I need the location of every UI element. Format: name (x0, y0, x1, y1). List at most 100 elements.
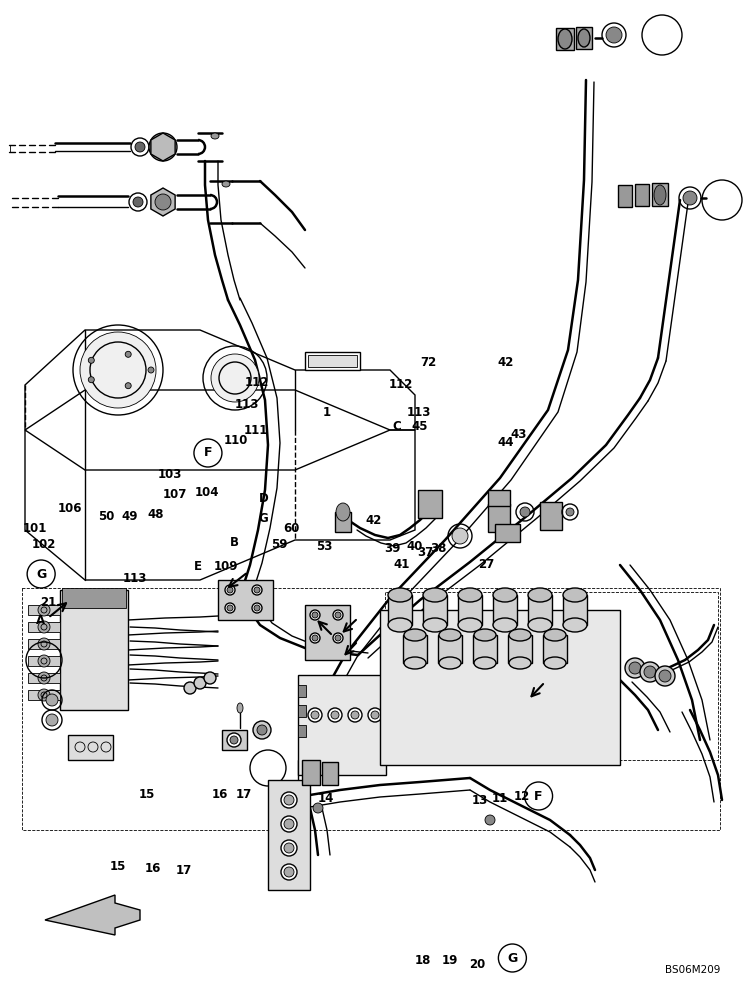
Ellipse shape (211, 133, 219, 139)
Text: G: G (507, 952, 518, 964)
Circle shape (38, 655, 50, 667)
Circle shape (644, 666, 656, 678)
Text: A: A (36, 614, 45, 628)
Circle shape (46, 714, 58, 726)
Circle shape (149, 133, 177, 161)
Circle shape (640, 662, 660, 682)
Text: 16: 16 (212, 788, 228, 802)
Circle shape (312, 612, 318, 618)
Circle shape (452, 528, 468, 544)
Circle shape (284, 795, 294, 805)
Polygon shape (151, 133, 175, 161)
Circle shape (225, 585, 235, 595)
Bar (68, 735, 113, 760)
Bar (62, 588, 126, 608)
Ellipse shape (493, 618, 517, 632)
Circle shape (311, 711, 319, 719)
Circle shape (38, 604, 50, 616)
Text: 43: 43 (511, 428, 527, 440)
Ellipse shape (423, 618, 447, 632)
Text: 21: 21 (40, 596, 57, 609)
Circle shape (312, 635, 318, 641)
Bar (335, 512, 351, 532)
Text: 38: 38 (430, 542, 447, 556)
Text: 107: 107 (163, 488, 187, 500)
Bar (322, 762, 338, 785)
Ellipse shape (563, 588, 587, 602)
Circle shape (194, 439, 222, 467)
Circle shape (211, 354, 259, 402)
Text: 113: 113 (123, 572, 147, 585)
Ellipse shape (558, 29, 572, 49)
Circle shape (125, 383, 131, 389)
Text: 12: 12 (514, 790, 530, 804)
Circle shape (88, 357, 94, 363)
Bar (508, 635, 532, 663)
Text: 111: 111 (244, 424, 268, 438)
Bar (28, 673, 60, 683)
Bar (488, 504, 510, 532)
Text: 39: 39 (384, 542, 400, 556)
Ellipse shape (528, 618, 552, 632)
Text: C: C (393, 420, 402, 432)
Bar (495, 524, 520, 542)
Text: 19: 19 (441, 954, 458, 968)
Circle shape (281, 840, 297, 856)
Ellipse shape (423, 588, 447, 602)
Ellipse shape (404, 629, 426, 641)
Circle shape (38, 689, 50, 701)
Text: 1: 1 (323, 406, 331, 420)
Bar (556, 28, 574, 50)
Circle shape (230, 736, 238, 744)
Text: 50: 50 (98, 510, 114, 522)
Text: 45: 45 (411, 420, 428, 432)
Text: G: G (258, 512, 269, 524)
Circle shape (225, 603, 235, 613)
Text: 109: 109 (214, 560, 238, 574)
Circle shape (281, 792, 297, 808)
Ellipse shape (509, 657, 531, 669)
Text: 41: 41 (393, 558, 410, 570)
Circle shape (253, 721, 271, 739)
Circle shape (254, 605, 260, 611)
Circle shape (335, 612, 341, 618)
Ellipse shape (493, 588, 517, 602)
Text: 15: 15 (110, 859, 126, 872)
Text: 13: 13 (471, 794, 488, 808)
Text: B: B (230, 536, 239, 548)
Circle shape (683, 191, 697, 205)
Text: 15: 15 (138, 788, 155, 802)
Bar (60, 590, 128, 710)
Circle shape (659, 670, 671, 682)
Text: 44: 44 (497, 436, 514, 450)
Ellipse shape (336, 503, 350, 521)
Circle shape (331, 711, 339, 719)
Bar (298, 675, 386, 775)
Bar (218, 580, 273, 620)
Ellipse shape (544, 657, 566, 669)
Circle shape (135, 142, 145, 152)
Bar (28, 656, 60, 666)
Circle shape (27, 560, 55, 588)
Text: 17: 17 (176, 864, 192, 878)
Bar (302, 760, 320, 785)
Circle shape (125, 351, 131, 357)
Circle shape (351, 711, 359, 719)
Text: D: D (258, 491, 269, 504)
Circle shape (284, 819, 294, 829)
Ellipse shape (404, 657, 426, 669)
Text: 53: 53 (316, 540, 332, 552)
Circle shape (133, 197, 143, 207)
Bar (618, 185, 632, 207)
Ellipse shape (388, 618, 412, 632)
Circle shape (485, 815, 495, 825)
Circle shape (194, 677, 206, 689)
Text: 14: 14 (317, 792, 334, 804)
Ellipse shape (474, 657, 496, 669)
Circle shape (257, 725, 267, 735)
Circle shape (254, 587, 260, 593)
Bar (528, 595, 552, 625)
Circle shape (204, 672, 216, 684)
Text: 106: 106 (58, 502, 82, 514)
Bar (635, 184, 649, 206)
